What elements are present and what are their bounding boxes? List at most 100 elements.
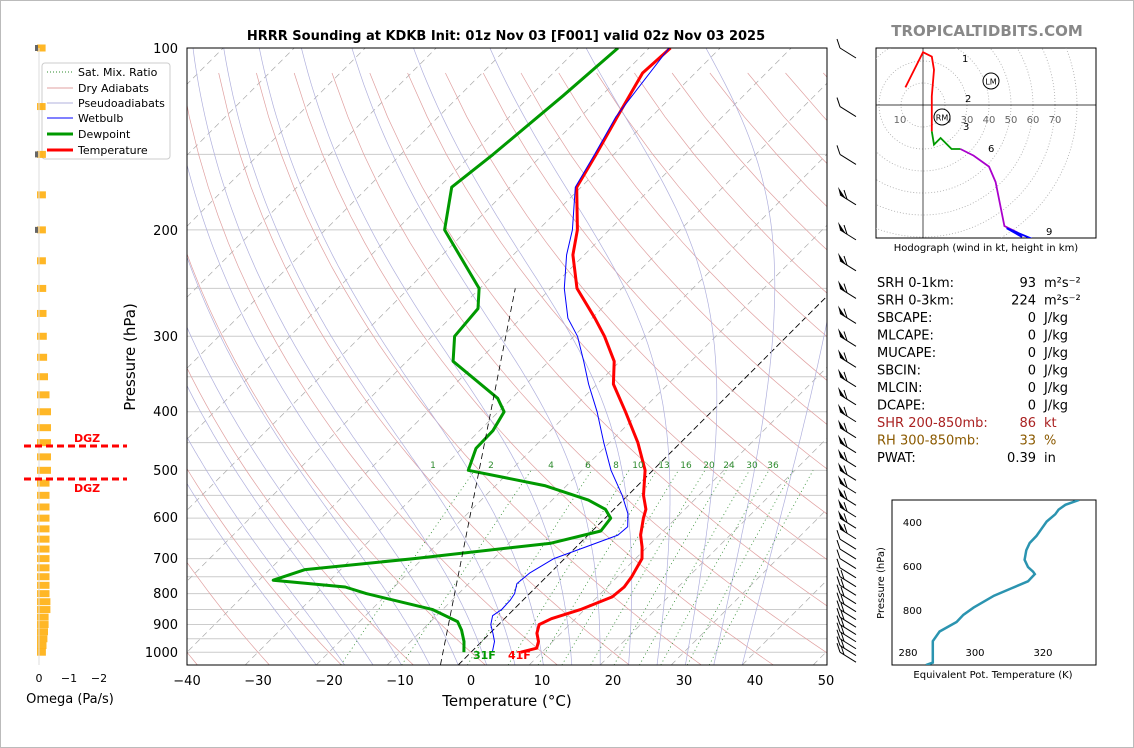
pseudoadiabat xyxy=(192,48,487,665)
legend-label: Sat. Mix. Ratio xyxy=(78,66,158,79)
dry-adiabat xyxy=(407,72,827,561)
dry-adiabat xyxy=(187,467,342,665)
stat-name: SBCIN: xyxy=(877,364,921,379)
wind-barb xyxy=(838,349,857,368)
wind-barb xyxy=(838,498,857,518)
omega-bar xyxy=(37,103,46,111)
wind-barb xyxy=(838,487,857,506)
series-temperature xyxy=(520,48,672,654)
omega-panel xyxy=(35,44,51,656)
stat-unit: in xyxy=(1044,451,1056,466)
hodo-lm-label: LM xyxy=(985,78,996,87)
omega-bar xyxy=(37,191,46,199)
omega-bar xyxy=(37,525,50,533)
wind-barb xyxy=(836,145,857,165)
series-wetbulb xyxy=(490,48,670,653)
pressure-axis: 100 200 300 400 500 600 700 800 900 1000 xyxy=(145,42,178,661)
omega-bar xyxy=(37,621,49,629)
hodo-ring-label: 60 xyxy=(1027,115,1040,126)
legend: Sat. Mix. Ratio Dry Adiabats Pseudoadiab… xyxy=(41,62,171,160)
wind-barb xyxy=(838,510,857,529)
skewt-background-lines xyxy=(187,48,827,665)
wind-barb xyxy=(836,643,857,663)
pressure-tick-label: 600 xyxy=(153,511,178,526)
pseudoadiabat xyxy=(351,48,601,665)
isotherm-line xyxy=(244,82,827,665)
theta-e-ytick-label: 800 xyxy=(903,606,922,617)
theta-e-frame xyxy=(891,499,1097,666)
theta-e-panel: 400 600 800 280 300 320 Equivalent Pot. … xyxy=(876,499,1097,681)
dry-adiabat xyxy=(256,72,702,665)
temp-tick-label: −40 xyxy=(173,674,200,689)
stat-unit: % xyxy=(1044,434,1056,449)
temp-tick-label: −20 xyxy=(315,674,342,689)
hodo-rm-label: RM xyxy=(936,114,949,123)
dry-adiabat xyxy=(482,72,827,470)
stat-name: SRH 0-3km: xyxy=(877,294,954,309)
temp-tick-label: 50 xyxy=(818,674,835,689)
hodograph-panel: 10 20 30 40 50 60 70 1 2 3 6 9 LM RM Hod… xyxy=(875,47,1097,254)
omega-bar xyxy=(35,226,38,233)
legend-label: Wetbulb xyxy=(78,112,123,125)
mixing-ratio-line xyxy=(507,470,630,665)
wind-barb xyxy=(838,186,857,206)
stat-unit: m²s⁻² xyxy=(1044,276,1081,291)
pseudoadiabat xyxy=(187,163,459,665)
omega-bar xyxy=(37,590,50,598)
temp-tick-label: 40 xyxy=(747,674,764,689)
omega-bar xyxy=(37,573,50,581)
temp-tick-label: 10 xyxy=(534,674,551,689)
theta-e-plot xyxy=(925,500,1080,665)
mixing-ratio-label: 10 xyxy=(632,461,644,471)
surface-dewpoint-label: 31F xyxy=(473,649,496,662)
pressure-tick-label: 200 xyxy=(153,224,178,239)
chart-title: HRRR Sounding at KDKB Init: 01z Nov 03 [… xyxy=(247,29,765,44)
omega-bar xyxy=(37,628,48,636)
skewt-ylabel: Pressure (hPa) xyxy=(121,303,139,411)
wind-barb xyxy=(836,530,857,550)
pseudoadiabat xyxy=(413,48,633,665)
pseudoadiabat xyxy=(187,326,402,665)
stat-value: 0 xyxy=(1028,364,1036,379)
omega-bar xyxy=(35,151,38,158)
omega-bar xyxy=(37,648,46,656)
isotherm-line xyxy=(315,153,827,665)
mixing-ratio-label: 20 xyxy=(703,461,715,471)
pseudoadiabat xyxy=(585,48,718,665)
hodo-height-label: 3 xyxy=(963,122,969,133)
omega-bar xyxy=(37,284,47,292)
stat-name: DCAPE: xyxy=(877,399,925,414)
stat-value: 86 xyxy=(1019,416,1036,431)
wind-barb xyxy=(838,328,857,347)
omega-bar xyxy=(37,581,50,589)
stat-unit: J/kg xyxy=(1043,381,1068,396)
theta-e-ytick-label: 600 xyxy=(903,562,922,573)
pressure-tick-label: 1000 xyxy=(145,646,178,661)
dry-adiabat xyxy=(187,252,486,665)
stat-unit: J/kg xyxy=(1043,346,1068,361)
dry-adiabat xyxy=(445,72,827,515)
mixing-ratio-label: 30 xyxy=(746,461,758,471)
hodo-segment xyxy=(1006,227,1033,238)
isotherm-line xyxy=(599,437,827,665)
mixing-ratio-line xyxy=(639,470,750,665)
omega-bar xyxy=(37,226,46,234)
sounding-stats: SRH 0-1km: 93 m²s⁻² SRH 0-3km: 224 m²s⁻² SBCAP… xyxy=(877,276,1081,466)
hodo-ring-label: 10 xyxy=(894,115,907,126)
pseudoadiabat xyxy=(187,436,345,665)
theta-e-xtick-label: 300 xyxy=(965,648,984,659)
site-watermark: TROPICALTIDBITS.COM xyxy=(891,22,1083,40)
hodo-height-label: 2 xyxy=(965,94,971,105)
dry-adiabat xyxy=(331,72,827,654)
mixing-ratio-label: 1 xyxy=(430,461,436,471)
mixing-ratio-labels: 1 2 4 6 8 10 13 16 20 24 30 36 xyxy=(430,461,779,471)
hodo-rm-marker xyxy=(933,108,951,126)
surface-temperature-label: 41F xyxy=(508,649,531,662)
mixing-ratio-label: 13 xyxy=(658,461,669,471)
temp-tick-label: −10 xyxy=(386,674,413,689)
pseudoadiabat xyxy=(301,48,573,665)
pseudoadiabat xyxy=(187,256,431,665)
wind-barb xyxy=(838,462,857,481)
isotherm-line xyxy=(457,295,827,665)
omega-bar xyxy=(37,598,51,606)
